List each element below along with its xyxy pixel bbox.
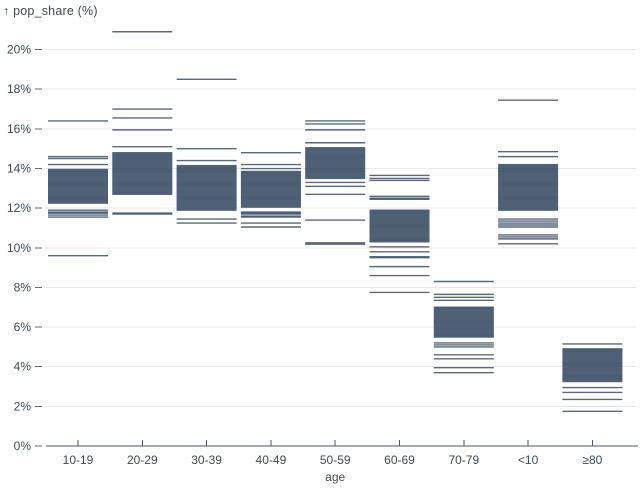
y-tick-label: 16% [7,122,31,136]
x-axis-title: age [325,470,345,484]
x-tick-label: ≥80 [582,453,602,467]
x-tick-label: 50-59 [320,453,351,467]
y-tick-label: 10% [7,241,31,255]
y-tick-label: 6% [14,320,32,334]
x-tick-label: 20-29 [127,453,158,467]
x-tick-label: 10-19 [63,453,94,467]
y-tick-label: 12% [7,201,31,215]
y-tick-label: 4% [14,360,32,374]
x-tick-label: 30-39 [191,453,222,467]
x-tick-label: 70-79 [448,453,479,467]
y-tick-label: 18% [7,82,31,96]
y-axis-title: ↑ pop_share (%) [3,4,98,18]
y-tick-label: 2% [14,399,32,413]
x-tick-label: 60-69 [384,453,415,467]
y-tick-label: 8% [14,280,32,294]
x-tick-label: <10 [518,453,539,467]
y-tick-label: 0% [14,439,32,453]
y-tick-label: 14% [7,162,31,176]
x-tick-label: 40-49 [256,453,287,467]
y-tick-label: 20% [7,43,31,57]
